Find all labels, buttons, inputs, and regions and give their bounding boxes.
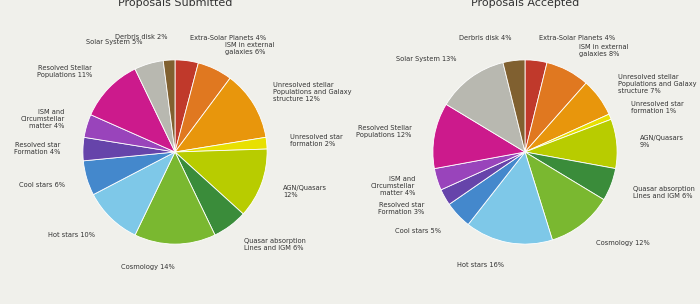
Text: ISM in external
galaxies 6%: ISM in external galaxies 6% <box>225 42 274 55</box>
Wedge shape <box>135 61 175 152</box>
Text: Hot stars 16%: Hot stars 16% <box>457 262 504 268</box>
Wedge shape <box>525 83 609 152</box>
Wedge shape <box>175 63 230 152</box>
Text: Resolved Stellar
Populations 11%: Resolved Stellar Populations 11% <box>37 65 92 78</box>
Text: Derbris disk 4%: Derbris disk 4% <box>458 35 511 41</box>
Wedge shape <box>435 152 525 190</box>
Wedge shape <box>175 78 266 152</box>
Text: AGN/Quasars
12%: AGN/Quasars 12% <box>283 185 327 198</box>
Text: Unresolved star
formation 2%: Unresolved star formation 2% <box>290 134 342 147</box>
Title: Proposals Accepted: Proposals Accepted <box>471 0 579 8</box>
Wedge shape <box>83 137 175 161</box>
Wedge shape <box>175 152 243 235</box>
Text: Unresolved stellar
Populations and Galaxy
structure 7%: Unresolved stellar Populations and Galax… <box>617 74 696 94</box>
Text: Quasar absorption
Lines and IGM 6%: Quasar absorption Lines and IGM 6% <box>244 238 306 251</box>
Title: Proposals Submitted: Proposals Submitted <box>118 0 232 8</box>
Wedge shape <box>91 69 175 152</box>
Wedge shape <box>135 152 215 244</box>
Wedge shape <box>93 152 175 235</box>
Text: Extra-Solar Planets 4%: Extra-Solar Planets 4% <box>190 35 266 41</box>
Wedge shape <box>525 152 604 240</box>
Text: Resolved star
Formation 3%: Resolved star Formation 3% <box>379 202 425 215</box>
Text: Cool stars 6%: Cool stars 6% <box>19 182 64 188</box>
Wedge shape <box>525 63 586 152</box>
Text: ISM and
Circumstellar
matter 4%: ISM and Circumstellar matter 4% <box>20 109 64 129</box>
Wedge shape <box>433 104 525 169</box>
Text: AGN/Quasars
9%: AGN/Quasars 9% <box>640 135 684 148</box>
Text: ISM and
Circumstellar
matter 4%: ISM and Circumstellar matter 4% <box>371 176 415 196</box>
Text: ISM in external
galaxies 8%: ISM in external galaxies 8% <box>578 43 628 57</box>
Text: Cosmology 14%: Cosmology 14% <box>121 264 175 270</box>
Text: Cosmology 12%: Cosmology 12% <box>596 240 650 246</box>
Text: Extra-Solar Planets 4%: Extra-Solar Planets 4% <box>539 35 615 41</box>
Wedge shape <box>83 152 175 195</box>
Wedge shape <box>175 149 267 214</box>
Wedge shape <box>441 152 525 204</box>
Text: Resolved Stellar
Populations 12%: Resolved Stellar Populations 12% <box>356 125 412 138</box>
Text: Solar System 13%: Solar System 13% <box>396 56 457 62</box>
Text: Quasar absorption
Lines and IGM 6%: Quasar absorption Lines and IGM 6% <box>633 186 694 199</box>
Wedge shape <box>175 137 267 152</box>
Wedge shape <box>446 63 525 152</box>
Text: Resolved star
Formation 4%: Resolved star Formation 4% <box>13 142 60 155</box>
Text: Hot stars 10%: Hot stars 10% <box>48 232 95 238</box>
Wedge shape <box>525 114 611 152</box>
Wedge shape <box>175 60 198 152</box>
Text: Cool stars 5%: Cool stars 5% <box>395 228 441 234</box>
Wedge shape <box>503 60 525 152</box>
Wedge shape <box>449 152 525 224</box>
Wedge shape <box>525 119 617 169</box>
Wedge shape <box>525 152 615 200</box>
Wedge shape <box>468 152 552 244</box>
Text: Derbris disk 2%: Derbris disk 2% <box>115 34 167 40</box>
Text: Unresolved stellar
Populations and Galaxy
structure 12%: Unresolved stellar Populations and Galax… <box>274 82 352 102</box>
Wedge shape <box>84 115 175 152</box>
Wedge shape <box>163 60 175 152</box>
Text: Unresolved star
formation 1%: Unresolved star formation 1% <box>631 102 684 114</box>
Wedge shape <box>525 60 547 152</box>
Text: Solar System 5%: Solar System 5% <box>85 39 142 45</box>
